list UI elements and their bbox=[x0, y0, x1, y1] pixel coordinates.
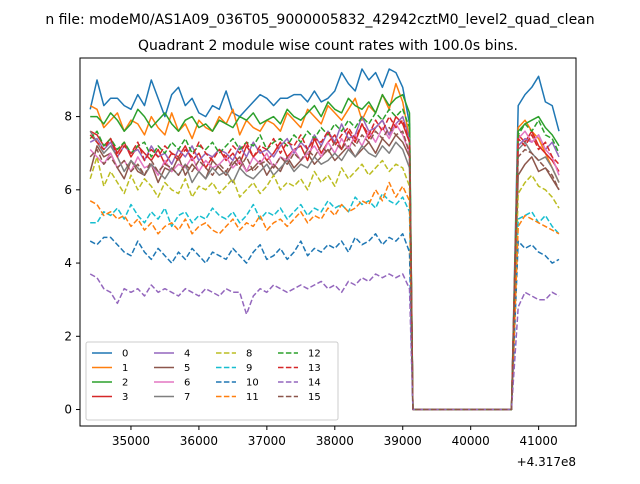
x-tick-label: 37000 bbox=[248, 434, 286, 448]
series-line-4 bbox=[89, 115, 560, 411]
x-offset-label: +4.317e8 bbox=[517, 455, 576, 469]
x-tick-label: 40000 bbox=[452, 434, 490, 448]
series-line-3 bbox=[89, 115, 560, 411]
y-tick-label: 8 bbox=[64, 110, 72, 124]
legend-label-8: 8 bbox=[246, 349, 252, 360]
series-line-10 bbox=[89, 233, 560, 411]
series-line-12 bbox=[89, 108, 560, 411]
x-tick-label: 35000 bbox=[112, 434, 150, 448]
series-line-13 bbox=[89, 115, 560, 411]
series-line-1 bbox=[89, 82, 560, 411]
series-line-11 bbox=[89, 181, 560, 411]
legend-label-6: 6 bbox=[184, 378, 190, 389]
x-tick-label: 41000 bbox=[520, 434, 558, 448]
legend-label-3: 3 bbox=[122, 392, 128, 403]
y-tick-label: 6 bbox=[64, 183, 72, 197]
y-tick-label: 0 bbox=[64, 403, 72, 417]
legend-box bbox=[85, 341, 339, 421]
series-line-7 bbox=[89, 130, 560, 411]
series-line-9 bbox=[90, 192, 560, 411]
legend-label-2: 2 bbox=[122, 378, 128, 389]
figure-suptitle: n file: modeM0/AS1A09_036T05_9000005832_… bbox=[45, 12, 594, 28]
y-axis: 0 2 4 6 8 bbox=[64, 110, 80, 417]
x-axis: 35000 36000 37000 38000 39000 40000 41000 bbox=[112, 426, 558, 448]
chart-title: Quadrant 2 module wise count rates with … bbox=[138, 38, 518, 54]
series-layer bbox=[89, 68, 560, 411]
y-tick-label: 4 bbox=[64, 256, 72, 270]
series-line-8 bbox=[89, 156, 560, 411]
legend-label-11: 11 bbox=[246, 392, 259, 403]
series-line-15 bbox=[89, 126, 560, 411]
legend-label-14: 14 bbox=[308, 378, 321, 389]
x-tick-label: 39000 bbox=[384, 434, 422, 448]
legend-label-1: 1 bbox=[122, 363, 128, 374]
series-line-5 bbox=[89, 134, 560, 411]
legend-label-15: 15 bbox=[308, 392, 321, 403]
legend-label-5: 5 bbox=[184, 363, 190, 374]
series-line-14 bbox=[89, 273, 560, 411]
x-tick-label: 38000 bbox=[316, 434, 354, 448]
series-line-0 bbox=[89, 68, 560, 411]
y-tick-label: 2 bbox=[64, 329, 72, 343]
legend-label-13: 13 bbox=[308, 363, 321, 374]
series-line-2 bbox=[90, 93, 560, 411]
legend-label-12: 12 bbox=[308, 349, 321, 360]
plot-frame bbox=[79, 57, 577, 427]
legend-label-9: 9 bbox=[246, 363, 252, 374]
legend-label-4: 4 bbox=[184, 349, 190, 360]
legend-label-10: 10 bbox=[246, 378, 259, 389]
legend-label-7: 7 bbox=[184, 392, 190, 403]
x-tick-label: 36000 bbox=[180, 434, 218, 448]
legend-label-0: 0 bbox=[122, 349, 128, 360]
